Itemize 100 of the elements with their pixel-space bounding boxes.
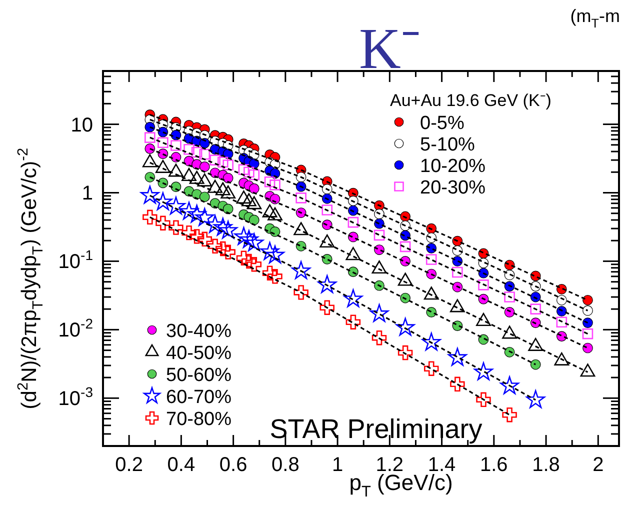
point (582, 318, 593, 328)
point (234, 226, 254, 245)
point (556, 294, 567, 306)
point (246, 256, 262, 272)
point (374, 230, 385, 241)
annotation: STAR Preliminary (270, 414, 483, 444)
point (474, 362, 493, 380)
point (220, 244, 236, 260)
point (556, 316, 568, 328)
point (187, 204, 206, 223)
point (142, 210, 158, 225)
point (296, 181, 306, 192)
point (264, 176, 276, 188)
point (422, 332, 441, 351)
point (582, 294, 593, 306)
point (244, 166, 254, 178)
point (236, 250, 252, 266)
point (530, 304, 541, 314)
point (199, 162, 210, 172)
point (189, 229, 204, 244)
point (266, 245, 284, 264)
point (222, 204, 234, 214)
point (248, 169, 260, 180)
point (322, 204, 333, 216)
point (322, 193, 332, 204)
point (268, 269, 282, 284)
x-tick-label: 2 (592, 454, 604, 476)
point (318, 275, 337, 294)
text: (m$_{T}$-m (570, 6, 620, 30)
legend-label: 0-5% (420, 113, 464, 134)
point (502, 408, 517, 422)
point (452, 266, 463, 278)
point (530, 359, 541, 370)
point (270, 194, 280, 204)
point (582, 328, 594, 340)
point (242, 254, 256, 269)
point (396, 318, 415, 336)
y-tick-label: 10$^{-3}$ (58, 384, 94, 410)
point (238, 164, 250, 175)
legend-label: 60-70% (166, 387, 232, 408)
point (206, 214, 224, 233)
point (424, 361, 439, 376)
point (500, 376, 519, 394)
point (144, 144, 156, 154)
point (426, 254, 437, 265)
point (213, 218, 232, 236)
point (144, 172, 156, 182)
point (222, 172, 234, 184)
point (400, 292, 410, 304)
point (216, 241, 230, 256)
point (191, 146, 202, 158)
x-tick-label: 1.6 (480, 454, 508, 476)
point (270, 180, 280, 190)
point (294, 285, 308, 300)
legend-label: 10-20% (420, 156, 486, 177)
point (270, 226, 280, 237)
point (180, 202, 198, 220)
point (478, 280, 489, 290)
point (210, 154, 220, 166)
point (260, 242, 280, 260)
y-tick-label: 1 (82, 182, 93, 205)
point (348, 205, 358, 216)
point (398, 345, 413, 360)
point (240, 230, 258, 248)
x-tick-label: 0.8 (272, 454, 300, 476)
legend-label: 70-80% (166, 409, 232, 430)
point (370, 304, 389, 322)
point (504, 281, 515, 292)
legend-label: 5-10% (420, 134, 476, 156)
legend-label: 50-60% (166, 365, 232, 386)
x-axis-title: p$_{T}$ (GeV/c) (349, 470, 453, 501)
legend-label: 40-50% (166, 343, 232, 364)
point (195, 208, 214, 226)
point (530, 292, 541, 302)
point (140, 186, 160, 204)
y-tick-label: 10$^{-1}$ (58, 247, 94, 274)
point (400, 241, 411, 252)
x-tick-label: 1.8 (532, 454, 560, 476)
point (166, 196, 186, 215)
point (158, 137, 168, 148)
point (144, 132, 156, 143)
point (296, 192, 306, 204)
x-tick-label: 0.2 (115, 454, 143, 476)
point (582, 342, 593, 354)
point (448, 348, 467, 366)
point (372, 330, 387, 346)
point (262, 266, 278, 280)
y-tick-label: 10 (70, 114, 93, 136)
point (450, 376, 465, 392)
point (504, 292, 515, 302)
x-tick-label: 0.6 (219, 454, 248, 476)
point (184, 144, 194, 155)
point (217, 156, 228, 168)
point (222, 160, 234, 170)
legend-label: 20-30% (420, 178, 486, 198)
point (526, 390, 546, 408)
point (320, 300, 334, 315)
point (344, 289, 363, 308)
point (197, 232, 212, 247)
point (582, 305, 593, 316)
